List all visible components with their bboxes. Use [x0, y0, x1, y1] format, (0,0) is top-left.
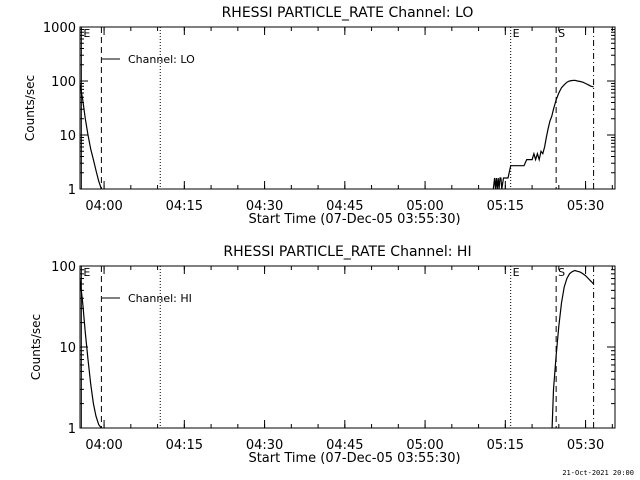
x-tick-label: 04:30: [246, 199, 283, 214]
x-tick-label: 04:30: [246, 438, 283, 453]
y-tick-label: 1000: [43, 21, 76, 36]
x-tick-label: 05:30: [567, 199, 604, 214]
footer-timestamp: 21-Oct-2021 20:00: [562, 469, 634, 477]
y-tick-label: 1: [68, 183, 76, 198]
chart-title: RHESSI PARTICLE_RATE Channel: HI: [223, 244, 471, 260]
y-tick-label: 100: [51, 75, 76, 90]
legend-label: Channel: LO: [128, 53, 195, 66]
y-axis-label: Counts/sec: [29, 314, 43, 380]
y-tick-label: 10: [59, 341, 76, 356]
y-tick-label: 100: [51, 260, 76, 275]
data-series-line: [492, 79, 594, 190]
x-tick-label: 04:00: [85, 438, 122, 453]
event-marker-label: E: [513, 266, 520, 279]
data-series-line: [79, 278, 102, 429]
chart-title: RHESSI PARTICLE_RATE Channel: LO: [222, 5, 474, 21]
x-tick-label: 05:15: [487, 438, 524, 453]
x-tick-label: 05:00: [406, 199, 443, 214]
x-tick-label: 05:00: [406, 438, 443, 453]
data-series-line: [79, 83, 102, 190]
x-axis-label: Start Time (07-Dec-05 03:55:30): [248, 451, 460, 466]
x-tick-label: 04:00: [85, 199, 122, 214]
legend-label: Channel: HI: [128, 292, 192, 305]
chart-panel-1: RHESSI PARTICLE_RATE Channel: LO Start Ti…: [23, 5, 616, 227]
x-tick-label: 05:15: [487, 199, 524, 214]
event-marker-label: S: [558, 27, 565, 40]
x-axis-label: Start Time (07-Dec-05 03:55:30): [248, 212, 460, 227]
data-series-line: [551, 269, 595, 429]
event-marker-label: E: [83, 266, 90, 279]
x-tick-label: 04:15: [166, 199, 203, 214]
event-marker-label: S: [558, 266, 565, 279]
x-tick-label: 04:15: [166, 438, 203, 453]
x-tick-label: 05:30: [567, 438, 604, 453]
chart-panel-2: RHESSI PARTICLE_RATE Channel: HI Start Ti…: [29, 244, 616, 466]
plot-frame: [79, 26, 616, 190]
y-tick-label: 1: [68, 422, 76, 437]
y-tick-label: 10: [59, 129, 76, 144]
event-marker-label: E: [83, 27, 90, 40]
y-axis-label: Counts/sec: [23, 75, 37, 141]
x-tick-label: 04:45: [326, 438, 363, 453]
x-tick-label: 04:45: [326, 199, 363, 214]
event-marker-label: E: [513, 27, 520, 40]
